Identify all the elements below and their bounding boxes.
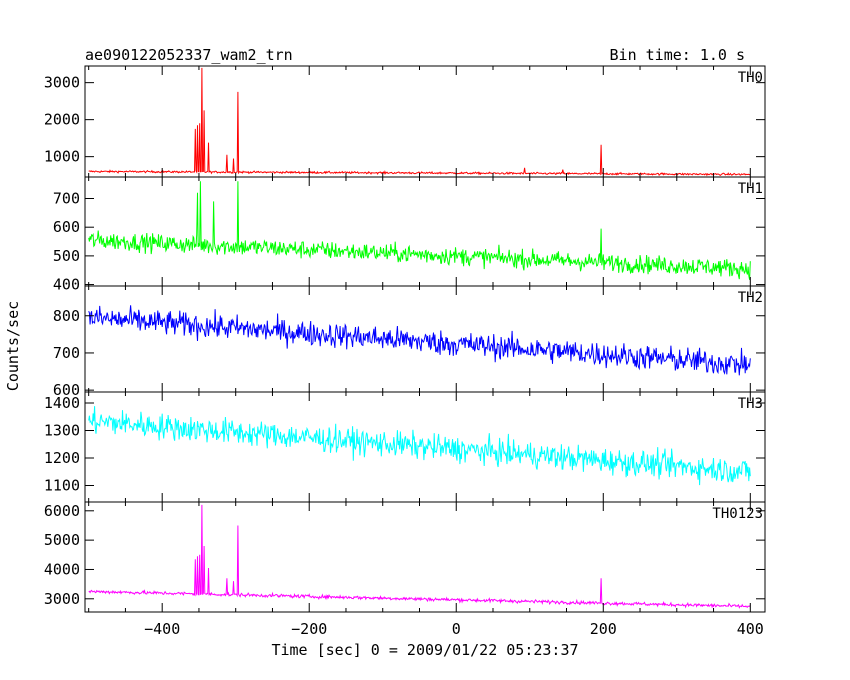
x-tick-label: 0 — [452, 620, 461, 638]
y-tick-label: 6000 — [44, 502, 80, 520]
series-line-th0 — [88, 67, 751, 177]
y-tick-label: 3000 — [44, 74, 80, 92]
y-tick-label: 1300 — [44, 422, 80, 440]
y-tick-label: 1100 — [44, 477, 80, 495]
y-tick-label: 3000 — [44, 590, 80, 608]
y-tick-label: 4000 — [44, 560, 80, 578]
panel-name-label: TH2 — [738, 290, 763, 306]
y-tick-label: 600 — [53, 381, 80, 399]
x-axis-label: Time [sec] 0 = 2009/01/22 05:23:37 — [271, 641, 578, 659]
y-tick-label: 500 — [53, 247, 80, 265]
chart-title: ae090122052337_wam2_trn — [85, 46, 293, 64]
panel-th0123: 3000 4000 5000 6000 TH0123 — [44, 501, 766, 613]
series-line-th3 — [88, 406, 751, 486]
y-tick-label: 1400 — [44, 394, 80, 412]
bin-time-label: Bin time: 1.0 s — [610, 46, 745, 64]
y-tick-label: 1200 — [44, 449, 80, 467]
series-line-th1 — [88, 181, 751, 280]
y-tick-label: 400 — [53, 276, 80, 294]
x-tick-label: 200 — [590, 620, 617, 638]
panel-name-label: TH3 — [738, 396, 763, 412]
series-line-th0123 — [88, 504, 751, 609]
panel-name-label: TH0 — [738, 70, 763, 86]
x-tick-label: −200 — [291, 620, 327, 638]
y-tick-label: 5000 — [44, 531, 80, 549]
x-tick-label: −400 — [144, 620, 180, 638]
panel-th2: 600 700 800 TH2 — [53, 285, 766, 399]
x-tick-label: 400 — [737, 620, 764, 638]
panel-frame — [84, 501, 766, 613]
y-tick-label: 700 — [53, 190, 80, 208]
y-tick-label: 700 — [53, 344, 80, 362]
panel-th3: 1100 1200 1300 1400 TH3 — [44, 391, 766, 503]
y-axis-label: Counts/sec — [4, 301, 22, 391]
y-tick-label: 600 — [53, 218, 80, 236]
y-tick-label: 2000 — [44, 111, 80, 129]
panel-name-label: TH0123 — [712, 506, 763, 522]
y-tick-label: 1000 — [44, 148, 80, 166]
panel-frame — [84, 65, 766, 178]
panel-name-label: TH1 — [738, 181, 763, 197]
series-line-th2 — [88, 305, 751, 376]
panel-frame — [84, 176, 766, 287]
panel-frame — [84, 285, 766, 393]
panel-th0: 1000 2000 3000 TH0 — [44, 65, 766, 178]
panel-th1: 400 500 600 700 TH1 — [53, 176, 766, 294]
y-tick-label: 800 — [53, 307, 80, 325]
